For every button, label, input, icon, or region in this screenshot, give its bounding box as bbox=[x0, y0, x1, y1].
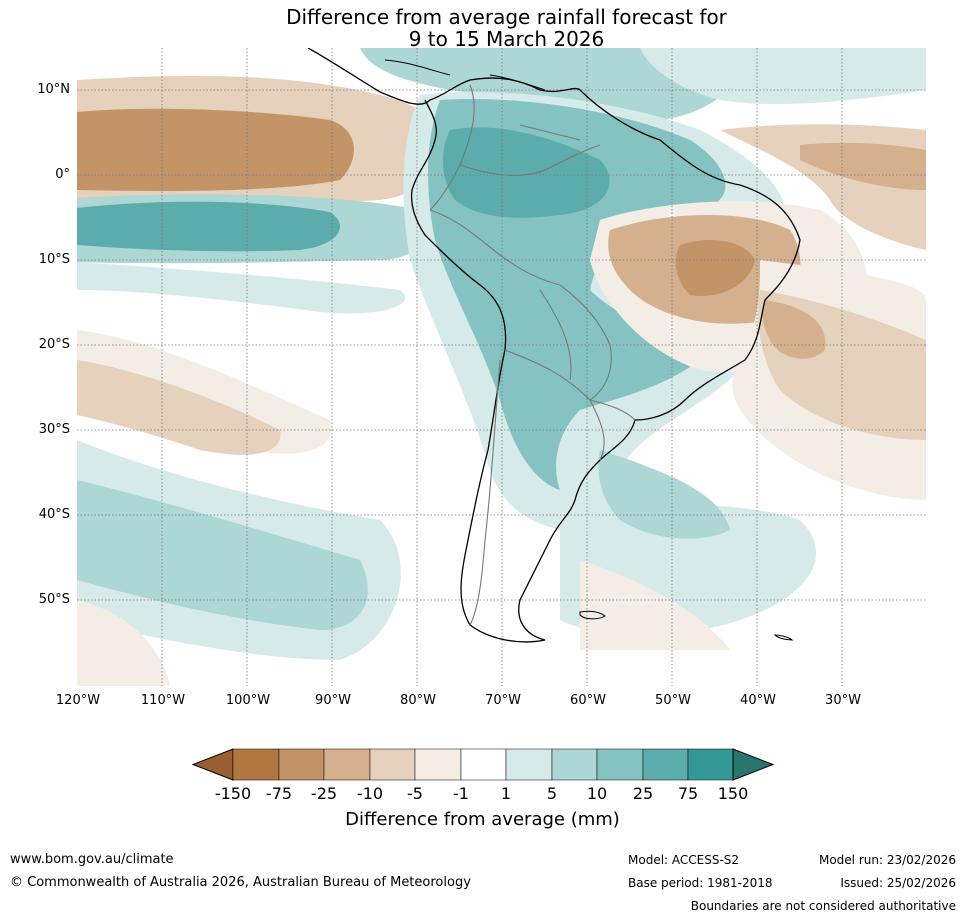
lon-label-90w: 90°W bbox=[315, 693, 351, 708]
lon-label-100w: 100°W bbox=[225, 693, 271, 708]
colorbar-swatch-4 bbox=[369, 748, 416, 781]
pacific-light-wet bbox=[77, 262, 406, 314]
lat-label-10n: 10°N bbox=[37, 82, 70, 97]
colorbar-tick-10: 25 bbox=[632, 784, 654, 803]
coastline-falklands bbox=[579, 610, 606, 620]
base-period: Base period: 1981-2018 bbox=[628, 876, 773, 890]
map-title-line2: 9 to 15 March 2026 bbox=[408, 27, 605, 51]
issued-date: Issued: 25/02/2026 bbox=[840, 876, 956, 890]
far-south-dry bbox=[580, 560, 730, 650]
lon-label-120w: 120°W bbox=[55, 693, 101, 708]
lat-label-30s: 30°S bbox=[38, 422, 70, 437]
rainfall-anomaly-map bbox=[77, 48, 926, 686]
model-run-date: Model run: 23/02/2026 bbox=[818, 853, 956, 867]
colorbar-tick-11: 75 bbox=[677, 784, 699, 803]
colorbar-swatch-10 bbox=[642, 748, 689, 781]
south-pacific-wet-2 bbox=[77, 480, 368, 630]
lon-label-80w: 80°W bbox=[400, 693, 436, 708]
brazil-dry-core bbox=[675, 240, 755, 296]
lat-label-40s: 40°S bbox=[38, 507, 70, 522]
colorbar-swatch-5 bbox=[414, 748, 462, 781]
boundaries-disclaimer: Boundaries are not considered authoritat… bbox=[690, 899, 956, 913]
colorbar-tick-2: -75 bbox=[265, 784, 293, 803]
lat-label-0: 0° bbox=[55, 167, 70, 182]
lat-label-50s: 50°S bbox=[38, 592, 70, 607]
pacific-dry-band-inner bbox=[77, 108, 354, 191]
colorbar bbox=[191, 748, 775, 781]
lon-label-70w: 70°W bbox=[485, 693, 521, 708]
colorbar-tick-1: -150 bbox=[214, 784, 252, 803]
lon-label-50w: 50°W bbox=[655, 693, 691, 708]
south-pacific-dry-light bbox=[77, 330, 332, 454]
colorbar-tick-8: 5 bbox=[546, 784, 558, 803]
colorbar-tick-5: -5 bbox=[407, 784, 423, 803]
colorbar-swatch-11 bbox=[687, 748, 734, 781]
colorbar-tick-9: 10 bbox=[586, 784, 608, 803]
lon-label-60w: 60°W bbox=[570, 693, 606, 708]
country-borders bbox=[429, 84, 636, 626]
south-pacific-dry bbox=[77, 360, 281, 455]
colorbar-tick-6: -1 bbox=[453, 784, 469, 803]
copyright-text: © Commonwealth of Australia 2026, Austra… bbox=[10, 875, 471, 890]
coastline-caribbean bbox=[384, 59, 546, 91]
colorbar-swatch-9 bbox=[596, 748, 644, 781]
south-atlantic-wet-2 bbox=[598, 450, 730, 539]
lon-label-110w: 110°W bbox=[140, 693, 186, 708]
model-name: Model: ACCESS-S2 bbox=[628, 853, 740, 867]
colorbar-swatch-3 bbox=[323, 748, 371, 781]
map-title-line1: Difference from average rainfall forecas… bbox=[286, 5, 727, 29]
south-atlantic-dry-core bbox=[762, 300, 826, 359]
colorbar-tick-4: -10 bbox=[356, 784, 384, 803]
colorbar-swatch-2 bbox=[278, 748, 325, 781]
colorbar-label: Difference from average (mm) bbox=[345, 809, 620, 830]
pacific-wet-band-inner bbox=[77, 201, 340, 252]
colorbar-tick-7: 1 bbox=[500, 784, 512, 803]
colorbar-swatch-8 bbox=[551, 748, 598, 781]
atlantic-dry-east bbox=[800, 142, 926, 190]
lat-label-20s: 20°S bbox=[38, 337, 70, 352]
website-link[interactable]: www.bom.gov.au/climate bbox=[10, 852, 174, 867]
continent-wet-core bbox=[443, 127, 610, 218]
colorbar-tick-3: -25 bbox=[310, 784, 338, 803]
colorbar-swatch-1 bbox=[232, 748, 280, 781]
south-pacific-dry-far bbox=[77, 600, 170, 686]
colorbar-swatch-6 bbox=[460, 748, 507, 781]
coastline-south-georgia bbox=[773, 634, 794, 641]
colorbar-swatch-low bbox=[191, 748, 234, 781]
lon-label-40w: 40°W bbox=[740, 693, 776, 708]
colorbar-swatch-high bbox=[732, 748, 775, 781]
colorbar-tick-12: 150 bbox=[717, 784, 749, 803]
lat-label-10s: 10°S bbox=[38, 252, 70, 267]
colorbar-swatch-7 bbox=[505, 748, 553, 781]
lon-label-30w: 30°W bbox=[825, 693, 861, 708]
